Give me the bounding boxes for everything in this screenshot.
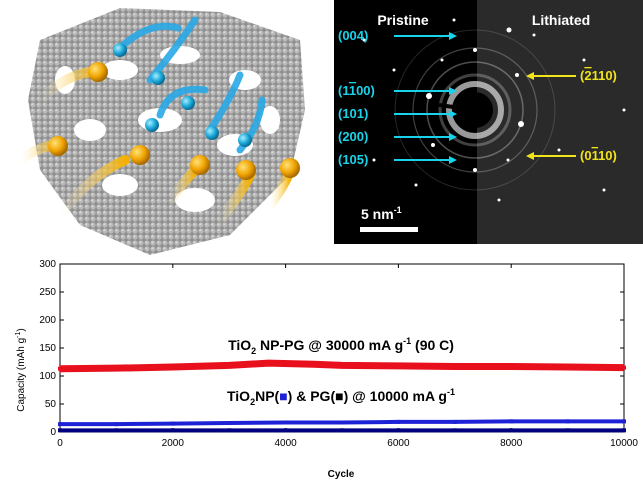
pristine-label: Pristine bbox=[377, 12, 429, 28]
data-point bbox=[227, 428, 232, 433]
data-point bbox=[396, 363, 401, 368]
pristine-arrowhead bbox=[449, 156, 457, 164]
li-ions-cyan bbox=[113, 43, 252, 147]
data-point bbox=[509, 428, 514, 433]
y-tick-label: 100 bbox=[39, 371, 56, 382]
porous-graphene-illustration bbox=[15, 8, 305, 255]
series-2 bbox=[58, 428, 626, 433]
pristine-arrowhead bbox=[449, 133, 457, 141]
lithiated-plane-label: (2110) bbox=[580, 68, 617, 83]
data-point bbox=[622, 428, 626, 433]
data-point bbox=[114, 422, 119, 427]
diffraction-spots bbox=[362, 18, 626, 202]
data-point bbox=[283, 420, 288, 425]
capacity-cycle-chart: 0 50 100 150 200 250 300 0 2000 4000 6000 8000 10000… bbox=[15, 259, 638, 480]
data-point bbox=[509, 419, 514, 424]
data-point bbox=[565, 365, 570, 370]
data-point bbox=[170, 428, 175, 433]
x-tick-label: 8000 bbox=[500, 438, 523, 449]
data-point bbox=[266, 361, 271, 366]
data-point bbox=[396, 419, 401, 424]
data-point bbox=[283, 428, 288, 433]
lithiated-arrowhead bbox=[526, 72, 534, 80]
data-point bbox=[114, 366, 119, 371]
pristine-plane-label: (105) bbox=[338, 152, 368, 167]
data-point bbox=[227, 363, 232, 368]
y-tick-label: 50 bbox=[45, 399, 57, 410]
x-axis-label: Cycle bbox=[328, 469, 355, 480]
series-band bbox=[59, 359, 625, 373]
y-tick-label: 0 bbox=[50, 427, 56, 438]
data-point bbox=[170, 421, 175, 426]
data-point bbox=[452, 419, 457, 424]
data-point bbox=[622, 365, 626, 370]
data-point bbox=[340, 363, 344, 368]
data-point bbox=[452, 364, 457, 369]
scale-bar-label: 5 nm-1 bbox=[361, 205, 402, 222]
pristine-arrowhead bbox=[449, 32, 457, 40]
data-point bbox=[509, 364, 514, 369]
beam-stop-holder bbox=[438, 103, 476, 112]
data-point bbox=[58, 428, 62, 433]
y-tick-label: 250 bbox=[39, 287, 56, 298]
pristine-plane-labels: (004) (1100) (101) (200) (105) bbox=[338, 28, 457, 167]
lithiated-label: Lithiated bbox=[532, 12, 590, 28]
data-point bbox=[114, 428, 119, 433]
x-tick-label: 6000 bbox=[387, 438, 410, 449]
data-point bbox=[565, 428, 570, 433]
data-point bbox=[227, 421, 232, 426]
data-point bbox=[396, 428, 401, 433]
pristine-plane-label: (1100) bbox=[338, 83, 375, 98]
graphene-framework bbox=[28, 8, 305, 255]
lithiated-plane-labels: (2110) (0110) bbox=[526, 68, 617, 163]
pristine-plane-label: (200) bbox=[338, 129, 368, 144]
scale-bar: 5 nm-1 bbox=[360, 205, 418, 232]
data-point bbox=[311, 362, 316, 367]
x-tick-label: 4000 bbox=[274, 438, 297, 449]
data-point bbox=[58, 422, 62, 427]
series-0 bbox=[58, 359, 626, 373]
lithiated-plane-label: (0110) bbox=[580, 148, 617, 163]
pristine-plane-label: (101) bbox=[338, 106, 368, 121]
y-tick-label: 200 bbox=[39, 315, 56, 326]
annotation-tio2np-and-pg: TiO2NP(■) & PG(■) @ 10000 mA g-1 bbox=[227, 387, 455, 407]
pristine-plane-label: (004) bbox=[338, 28, 368, 43]
data-point bbox=[340, 420, 344, 425]
x-tick-label: 2000 bbox=[162, 438, 185, 449]
y-tick-label: 150 bbox=[39, 343, 56, 354]
x-tick-label: 10000 bbox=[610, 438, 638, 449]
lithiated-half bbox=[477, 0, 643, 244]
saed-pattern-panel: Pristine Lithiated (004) (1100) (101) (200)… bbox=[334, 0, 643, 244]
y-tick-label: 300 bbox=[39, 259, 56, 270]
pristine-arrowhead bbox=[449, 110, 457, 118]
x-tick-label: 0 bbox=[57, 438, 63, 449]
scale-bar-line bbox=[360, 227, 418, 232]
annotation-tio2-np-pg: TiO2 NP-PG @ 30000 mA g-1 (90 C) bbox=[228, 336, 454, 356]
data-point bbox=[565, 419, 570, 424]
data-point bbox=[622, 419, 626, 424]
data-point bbox=[452, 428, 457, 433]
pristine-arrowhead bbox=[449, 87, 457, 95]
series-1 bbox=[58, 419, 626, 427]
data-point bbox=[58, 366, 62, 371]
y-axis-label: Capacity (mAh g-1) bbox=[15, 328, 27, 412]
data-point bbox=[170, 365, 175, 370]
lithiated-arrowhead bbox=[526, 152, 534, 160]
li-ions-gold bbox=[48, 62, 300, 180]
data-point bbox=[340, 428, 344, 433]
